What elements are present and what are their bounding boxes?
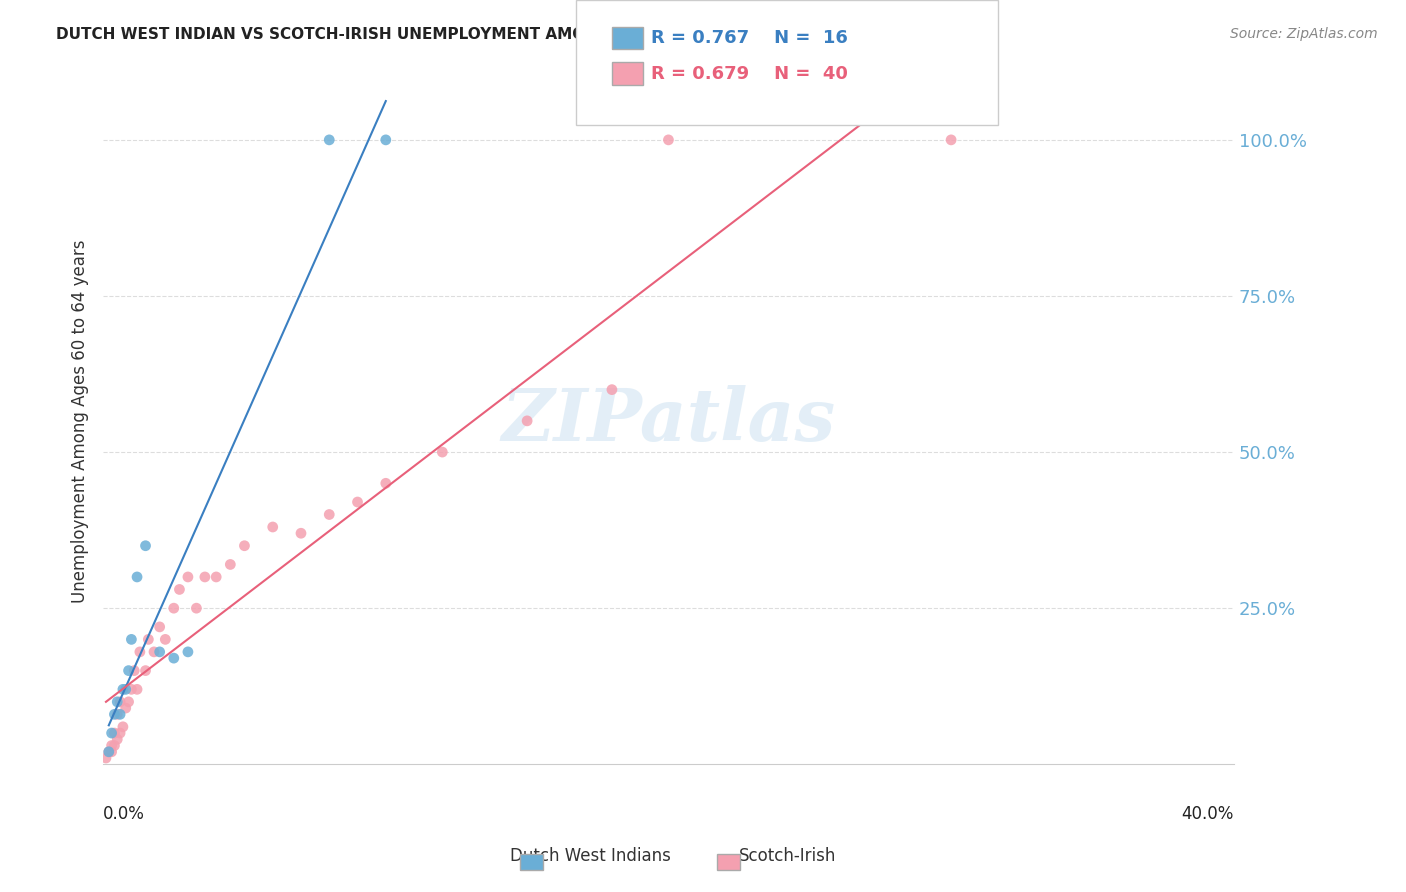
Text: DUTCH WEST INDIAN VS SCOTCH-IRISH UNEMPLOYMENT AMONG AGES 60 TO 64 YEARS CORRELA: DUTCH WEST INDIAN VS SCOTCH-IRISH UNEMPL… xyxy=(56,27,993,42)
Point xyxy=(111,682,134,697)
Text: Scotch-Irish: Scotch-Irish xyxy=(738,847,837,865)
Text: 40.0%: 40.0% xyxy=(1181,805,1234,823)
Point xyxy=(105,695,128,709)
Point xyxy=(103,726,125,740)
Text: Dutch West Indians: Dutch West Indians xyxy=(510,847,671,865)
Point xyxy=(163,651,186,665)
Point xyxy=(135,664,157,678)
Point xyxy=(114,682,136,697)
Point xyxy=(149,620,172,634)
Point xyxy=(105,732,128,747)
Point xyxy=(125,570,148,584)
Point xyxy=(114,701,136,715)
Text: R = 0.767    N =  16: R = 0.767 N = 16 xyxy=(651,29,848,47)
Point xyxy=(143,645,166,659)
Point xyxy=(128,645,150,659)
Point xyxy=(169,582,191,597)
Point xyxy=(125,682,148,697)
Point xyxy=(374,133,396,147)
Text: Source: ZipAtlas.com: Source: ZipAtlas.com xyxy=(1230,27,1378,41)
Y-axis label: Unemployment Among Ages 60 to 64 years: Unemployment Among Ages 60 to 64 years xyxy=(72,239,89,603)
Point xyxy=(149,645,172,659)
Point xyxy=(186,601,208,615)
Point xyxy=(194,570,217,584)
Point xyxy=(97,745,120,759)
Point xyxy=(103,739,125,753)
Text: ZIPatlas: ZIPatlas xyxy=(502,385,835,457)
Point xyxy=(516,414,538,428)
Point xyxy=(120,682,142,697)
Point xyxy=(100,726,122,740)
Point xyxy=(600,383,623,397)
Point xyxy=(117,695,139,709)
Point xyxy=(120,632,142,647)
Point xyxy=(432,445,454,459)
Point xyxy=(177,645,200,659)
Point xyxy=(94,751,117,765)
Point xyxy=(135,539,157,553)
Point xyxy=(346,495,368,509)
Point xyxy=(103,707,125,722)
Point xyxy=(155,632,177,647)
Text: 0.0%: 0.0% xyxy=(103,805,145,823)
Point xyxy=(318,133,340,147)
Point xyxy=(374,476,396,491)
Point xyxy=(108,695,131,709)
Point xyxy=(318,508,340,522)
Point xyxy=(100,745,122,759)
Point xyxy=(97,745,120,759)
Point xyxy=(262,520,284,534)
Point xyxy=(122,664,145,678)
Point xyxy=(108,726,131,740)
Point xyxy=(177,570,200,584)
Point xyxy=(290,526,312,541)
Point xyxy=(138,632,160,647)
Point xyxy=(233,539,256,553)
Point xyxy=(117,664,139,678)
Point xyxy=(939,133,962,147)
Point xyxy=(657,133,679,147)
Point xyxy=(219,558,242,572)
Point xyxy=(105,707,128,722)
Point xyxy=(108,707,131,722)
Text: R = 0.679    N =  40: R = 0.679 N = 40 xyxy=(651,65,848,83)
Point xyxy=(100,739,122,753)
Point xyxy=(163,601,186,615)
Point xyxy=(111,720,134,734)
Point xyxy=(205,570,228,584)
